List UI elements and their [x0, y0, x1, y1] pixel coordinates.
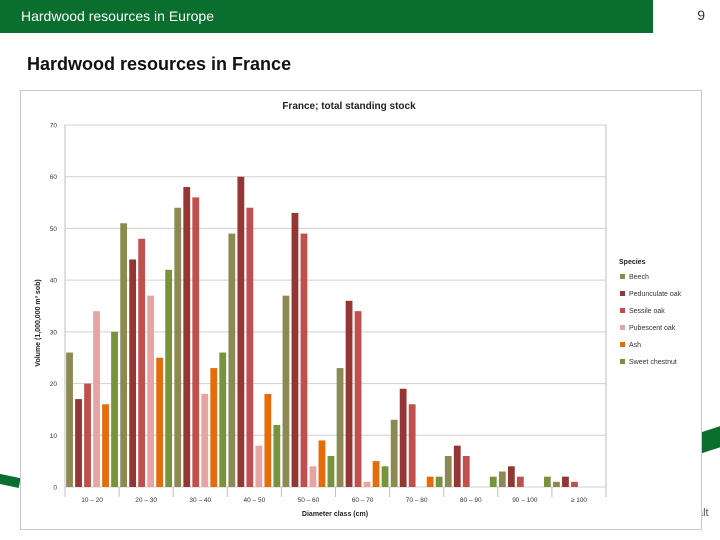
bar-beech: [174, 207, 182, 487]
x-tick-label: ≥ 100: [571, 497, 588, 504]
legend-swatch: [620, 274, 625, 279]
header-title: Hardwood resources in Europe: [21, 8, 214, 24]
logo-fragment: alt: [697, 507, 709, 519]
x-tick-label: 70 – 80: [406, 497, 428, 504]
page-number: 9: [697, 7, 705, 23]
bar-pedunculate-oak: [453, 445, 461, 487]
bar-ash: [102, 404, 109, 487]
bar-sweet-chestnut: [273, 424, 281, 487]
bar-beech: [390, 419, 398, 487]
y-tick-label: 50: [50, 226, 58, 233]
bar-pubescent-oak: [93, 311, 100, 487]
legend-label: Beech: [629, 274, 649, 281]
bar-pedunculate-oak: [399, 388, 407, 487]
bar-sessile-oak: [408, 404, 416, 487]
legend-swatch: [620, 342, 625, 347]
x-tick-label: 80 – 90: [460, 497, 482, 504]
bar-beech: [498, 471, 506, 487]
bar-sweet-chestnut: [489, 476, 497, 487]
y-tick-label: 30: [50, 329, 58, 336]
bar-pubescent-oak: [363, 481, 371, 487]
bar-pedunculate-oak: [129, 259, 137, 487]
bar-ash: [426, 476, 434, 487]
bar-sessile-oak: [516, 476, 524, 487]
legend-swatch: [620, 325, 625, 330]
x-tick-label: 60 – 70: [352, 497, 374, 504]
x-tick-label: 30 – 40: [189, 497, 211, 504]
y-tick-label: 0: [53, 485, 57, 492]
bar-beech: [553, 481, 560, 487]
bar-sweet-chestnut: [327, 455, 335, 487]
y-tick-label: 40: [50, 278, 58, 285]
bar-chart: France; total standing stock 0 10 20 30 40 50…: [35, 101, 682, 518]
y-tick-label: 20: [50, 381, 58, 388]
x-tick-label: 40 – 50: [244, 497, 266, 504]
bar-pubescent-oak: [309, 466, 317, 487]
legend-label: Pubescent oak: [629, 325, 676, 332]
bar-pedunculate-oak: [237, 176, 245, 487]
x-tick-label: 50 – 60: [298, 497, 320, 504]
bar-sessile-oak: [192, 197, 200, 487]
bar-pedunculate-oak: [291, 212, 299, 487]
bar-pubescent-oak: [147, 295, 155, 487]
legend-swatch: [620, 291, 625, 296]
y-tick-label: 70: [50, 123, 58, 130]
y-axis-label: Volume (1,000,000 m³ sob): [35, 279, 42, 366]
header-bar: Hardwood resources in Europe: [0, 0, 653, 33]
bar-beech: [120, 223, 128, 487]
legend-label: Sweet chestnut: [629, 359, 677, 366]
x-tick-label: 20 – 30: [135, 497, 157, 504]
slide-heading: Hardwood resources in France: [27, 54, 292, 74]
bar-sessile-oak: [138, 238, 146, 487]
legend-title: Species: [619, 259, 646, 266]
bar-sweet-chestnut: [435, 476, 443, 487]
plot-area: [64, 124, 607, 488]
bar-ash: [156, 357, 164, 487]
bar-pubescent-oak: [201, 393, 209, 487]
bar-sweet-chestnut: [543, 476, 551, 487]
y-tick-label: 10: [50, 433, 58, 440]
bar-pedunculate-oak: [183, 187, 191, 488]
page-number-box: 9: [653, 0, 720, 33]
bar-pedunculate-oak: [562, 476, 569, 487]
bar-ash: [318, 440, 326, 487]
bar-beech: [228, 233, 236, 487]
bar-sessile-oak: [462, 455, 470, 487]
bar-sessile-oak: [354, 311, 362, 487]
bar-pedunculate-oak: [507, 466, 515, 487]
bar-sessile-oak: [246, 207, 254, 487]
bar-ash: [372, 461, 380, 487]
bar-sessile-oak: [571, 481, 578, 487]
bar-sweet-chestnut: [219, 352, 227, 487]
bar-beech: [444, 455, 452, 487]
x-axis-label: Diameter class (cm): [302, 511, 368, 518]
bar-beech: [282, 295, 290, 487]
x-tick-label: 10 – 20: [81, 497, 103, 504]
bar-ash: [264, 393, 272, 487]
legend-label: Pedunculate oak: [629, 291, 682, 298]
bar-beech: [66, 352, 73, 487]
chart-frame: France; total standing stock 0 10 20 30 40 50…: [20, 90, 702, 530]
bar-pubescent-oak: [255, 445, 263, 487]
bar-sessile-oak: [84, 383, 91, 487]
chart-title: France; total standing stock: [282, 101, 416, 112]
bar-sweet-chestnut: [381, 466, 389, 487]
legend-label: Sessile oak: [629, 308, 665, 315]
bar-sweet-chestnut: [165, 269, 173, 487]
y-tick-label: 60: [50, 174, 58, 181]
bar-sweet-chestnut: [111, 331, 118, 487]
bar-pedunculate-oak: [75, 399, 82, 487]
legend-label: Ash: [629, 342, 641, 349]
bar-sessile-oak: [300, 233, 308, 487]
x-tick-label: 90 – 100: [512, 497, 538, 504]
legend-swatch: [620, 308, 625, 313]
bar-ash: [210, 368, 218, 487]
legend-swatch: [620, 359, 625, 364]
bar-beech: [336, 368, 344, 487]
bar-pedunculate-oak: [345, 300, 353, 487]
